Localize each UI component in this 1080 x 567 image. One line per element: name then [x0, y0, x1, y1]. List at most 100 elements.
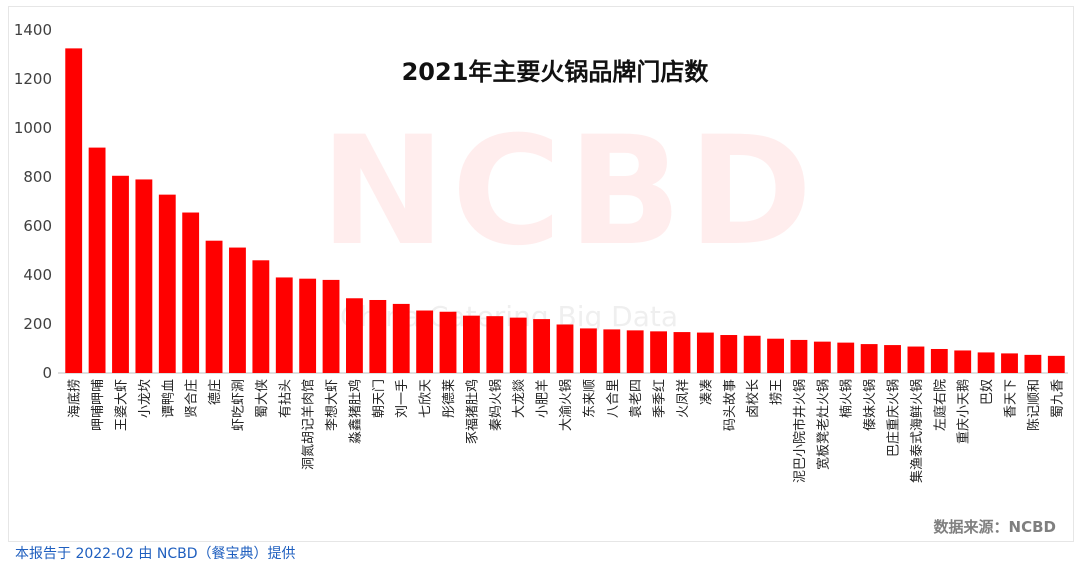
category-label: 火凤祥	[676, 379, 691, 418]
category-label: 虾吃虾涮	[230, 379, 246, 431]
category-label: 集渔泰式海鲜火锅	[909, 379, 925, 483]
source-note: 数据来源：NCBD	[933, 518, 1056, 536]
category-label: 洞氮胡记羊肉馆	[301, 379, 317, 470]
bar	[112, 175, 129, 373]
bar	[88, 147, 106, 373]
bar	[954, 350, 972, 373]
bar	[579, 328, 597, 373]
bar	[416, 310, 434, 373]
footer-note: 本报告于 2022-02 由 NCBD（餐宝典）提供	[15, 546, 296, 562]
category-label: 小龙坎	[138, 379, 153, 418]
bar	[860, 344, 878, 373]
category-label: 宽板凳老灶火锅	[815, 379, 831, 470]
category-label: 海底捞	[67, 379, 83, 418]
bar	[299, 278, 317, 373]
bar	[65, 48, 83, 374]
bar	[1024, 354, 1042, 373]
bar	[439, 311, 457, 373]
category-label: 蜀大侠	[255, 379, 270, 418]
y-tick-label: 1400	[14, 21, 52, 39]
bar	[346, 298, 363, 373]
category-label: 香天下	[1004, 379, 1019, 418]
y-tick-label: 600	[23, 217, 52, 235]
category-label: 袁老四	[629, 379, 644, 418]
category-label: 泥巴小院市井火锅	[792, 379, 808, 483]
bar	[369, 299, 387, 373]
bars	[65, 48, 1065, 374]
category-label: 东来顺	[582, 379, 597, 418]
bar	[696, 332, 714, 373]
category-label: 大渝火锅	[558, 379, 574, 431]
category-labels: 海底捞 呷哺呷哺 王婆大虾 小龙坎 谭鸭血 贤合庄 德庄 虾吃虾涮 蜀大侠 有拈头 洞氮胡记羊肉馆李…	[67, 379, 1066, 483]
bar	[205, 240, 223, 373]
bar	[790, 339, 808, 373]
category-label: 季季红	[652, 379, 668, 418]
category-label: 贤合庄	[184, 379, 200, 418]
category-label: 淼鑫猪肚鸡	[347, 379, 363, 444]
bar	[1047, 355, 1065, 373]
bar	[158, 194, 176, 373]
chart-title: 2021年主要火锅品牌门店数	[401, 58, 709, 86]
bar	[486, 316, 504, 373]
bar	[907, 346, 925, 373]
bar	[556, 324, 574, 373]
bar	[743, 335, 761, 373]
bar	[463, 315, 480, 373]
category-label: 小肥羊	[535, 379, 551, 418]
bar	[720, 335, 738, 373]
bar	[650, 331, 667, 373]
category-label: 蜀九香	[1050, 379, 1065, 418]
bar	[533, 319, 551, 373]
bar	[977, 352, 995, 373]
bar	[603, 329, 621, 373]
bar	[837, 342, 855, 373]
bar	[884, 345, 901, 373]
category-label: 八合里	[606, 379, 621, 418]
bar	[626, 330, 644, 373]
category-label: 李想大虾	[324, 379, 340, 431]
bar	[767, 338, 784, 373]
bar	[275, 277, 293, 373]
category-label: 傣妹火锅	[862, 379, 878, 431]
bar	[392, 303, 410, 373]
bar	[182, 212, 200, 373]
bar	[135, 179, 153, 373]
category-label: 楠火锅	[839, 379, 855, 418]
category-label: 重庆小天鹅	[956, 379, 972, 444]
category-label: 七欣天	[419, 379, 434, 418]
category-label: 巴庄重庆火锅	[886, 379, 902, 457]
bar	[930, 348, 948, 373]
bar	[1001, 353, 1018, 373]
category-label: 呷哺呷哺	[91, 379, 106, 431]
bar	[229, 247, 246, 373]
category-label: 王婆大虾	[114, 379, 129, 431]
category-label: 卤校长	[745, 379, 761, 418]
category-label: 秦妈火锅	[488, 379, 504, 431]
y-tick-label: 1200	[14, 70, 52, 88]
category-label: 码头故事	[723, 379, 738, 431]
category-label: 巴奴	[979, 379, 995, 405]
bar	[509, 317, 527, 373]
category-label: 捞王	[769, 379, 785, 405]
y-tick-label: 1000	[14, 119, 52, 137]
y-tick-label: 0	[42, 364, 52, 382]
category-label: 彤德莱	[442, 379, 457, 418]
y-tick-label: 800	[23, 168, 52, 186]
category-label: 朝天门	[372, 379, 387, 418]
bar	[322, 279, 340, 373]
y-tick-label: 200	[23, 315, 52, 333]
y-tick-label: 400	[23, 266, 52, 284]
category-label: 刘一手	[395, 379, 410, 418]
category-label: 豕福猪肚鸡	[464, 379, 480, 444]
category-label: 左庭右院	[932, 379, 948, 431]
bar	[813, 341, 831, 373]
category-label: 大龙燚	[512, 379, 527, 418]
bar	[673, 332, 691, 373]
category-label: 谭鸭血	[161, 379, 176, 418]
category-label: 有拈头	[278, 379, 293, 418]
category-label: 凑凑	[699, 379, 714, 405]
category-label: 陈记顺和	[1026, 379, 1042, 431]
bar	[252, 260, 270, 373]
category-label: 德庄	[207, 379, 223, 405]
